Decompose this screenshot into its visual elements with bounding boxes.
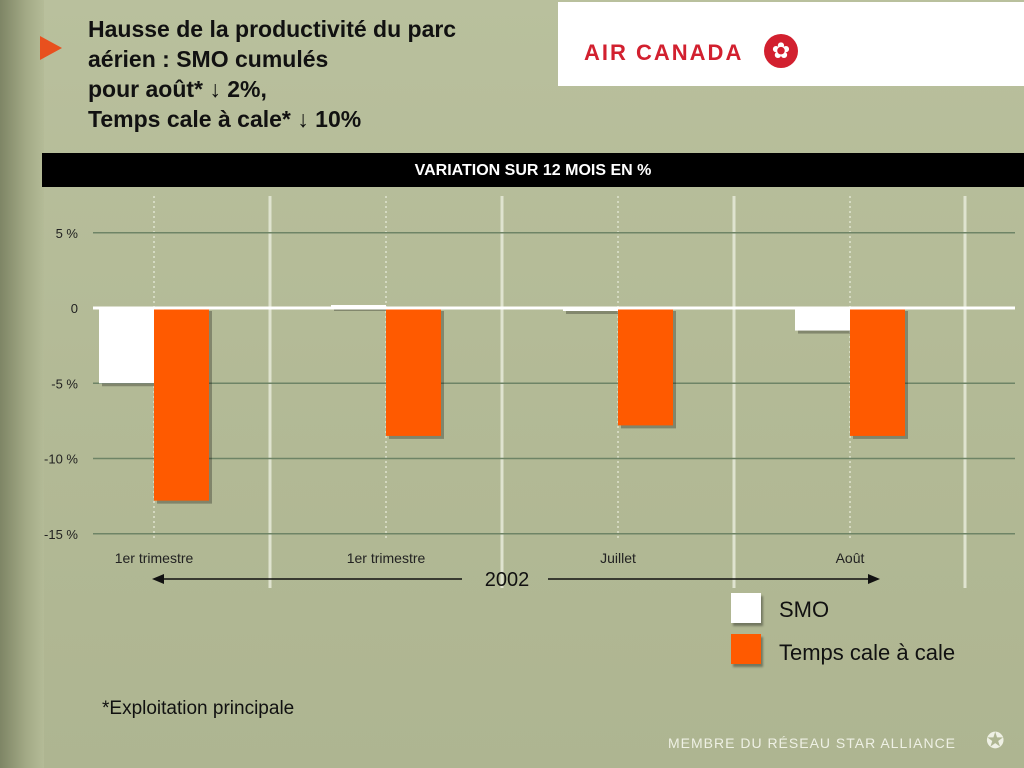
background-strip bbox=[0, 0, 44, 768]
legend-swatch-smo bbox=[731, 593, 761, 623]
x-category-label-3: Août bbox=[836, 550, 865, 566]
legend-label-temps: Temps cale à cale bbox=[779, 640, 956, 665]
footnote: *Exploitation principale bbox=[102, 698, 295, 719]
title-line-4: Temps cale à cale* ↓ 10% bbox=[88, 106, 362, 132]
star-alliance-footer: MEMBRE DU RÉSEAU STAR ALLIANCE bbox=[668, 735, 957, 751]
bar-temps-3 bbox=[850, 308, 905, 436]
bar-temps-1 bbox=[386, 308, 441, 436]
maple-leaf-icon: ✿ bbox=[764, 34, 798, 68]
x-category-label-1: 1er trimestre bbox=[347, 550, 426, 566]
title-line-1: Hausse de la productivité du parc bbox=[88, 16, 457, 42]
title-line-2: aérien : SMO cumulés bbox=[88, 46, 329, 72]
title-bullet-icon bbox=[40, 36, 62, 60]
y-tick-label-1: 0 bbox=[71, 301, 78, 316]
bar-smo-3 bbox=[795, 308, 850, 331]
bar-smo-1 bbox=[331, 304, 386, 308]
x-category-label-2: Juillet bbox=[600, 550, 636, 566]
y-tick-label-2: -5 % bbox=[51, 376, 78, 391]
legend-label-smo: SMO bbox=[779, 597, 830, 622]
star-alliance-icon: ✪ bbox=[986, 728, 1005, 753]
slide-title: Hausse de la productivité du parc aérien… bbox=[88, 14, 558, 134]
period-arrow-left-head bbox=[152, 574, 164, 584]
x-category-label-0: 1er trimestre bbox=[115, 550, 194, 566]
bar-shadow bbox=[566, 311, 621, 315]
chart-title: VARIATION SUR 12 MOIS EN % bbox=[414, 162, 652, 179]
y-tick-label-3: -10 % bbox=[44, 452, 78, 467]
air-canada-logo: AIR CANADA bbox=[584, 40, 744, 65]
logo-panel: AIR CANADA ✿ bbox=[558, 2, 1024, 86]
y-tick-label-0: 5 % bbox=[56, 226, 79, 241]
y-tick-label-4: -15 % bbox=[44, 527, 78, 542]
bar-temps-0 bbox=[154, 308, 209, 501]
bar-smo-0 bbox=[99, 308, 154, 384]
title-line-3: pour août* ↓ 2%, bbox=[88, 76, 267, 102]
period-label: 2002 bbox=[485, 569, 530, 591]
chart-banner: VARIATION SUR 12 MOIS EN % bbox=[42, 153, 1024, 187]
bar-smo-2 bbox=[563, 308, 618, 312]
period-arrow-right-head bbox=[868, 574, 880, 584]
legend-swatch-temps bbox=[731, 634, 761, 664]
bar-temps-2 bbox=[618, 308, 673, 426]
